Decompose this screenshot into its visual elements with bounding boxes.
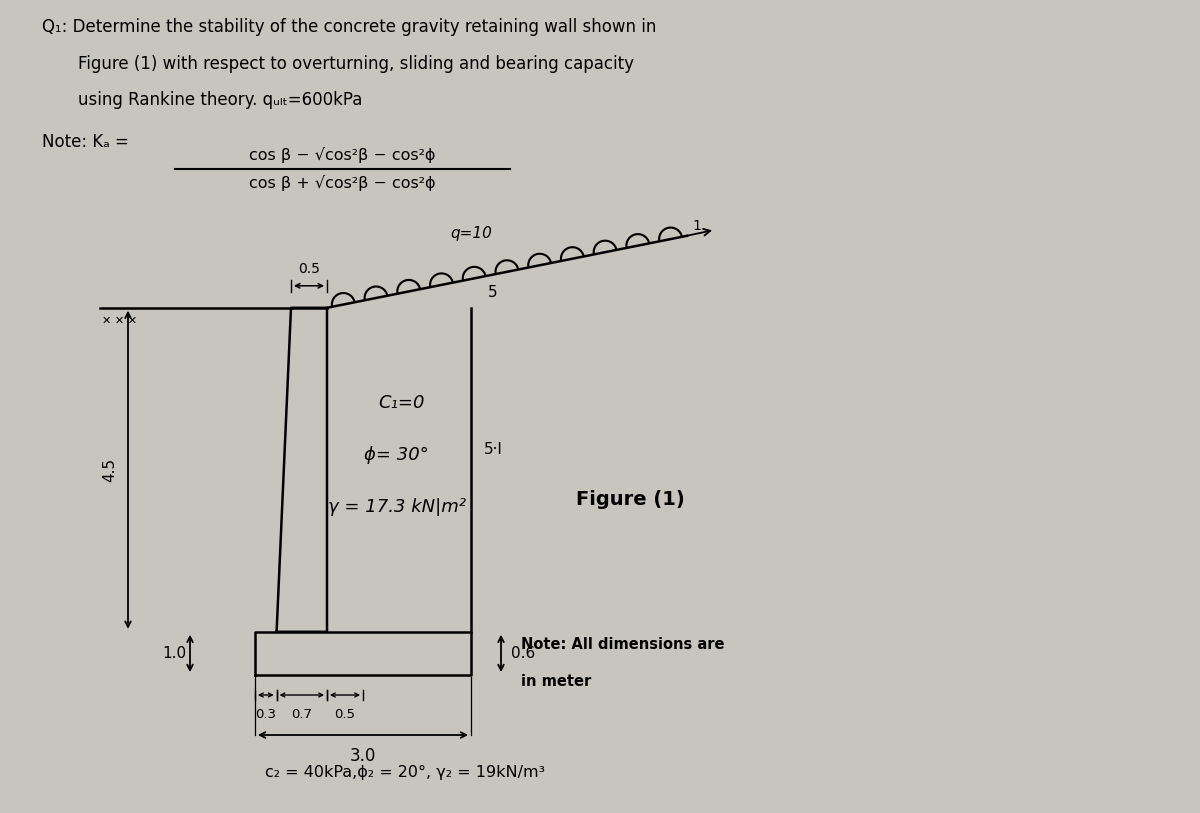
Text: ✕ ✕ ✕: ✕ ✕ ✕ (102, 315, 137, 326)
Text: c₂ = 40kPa,ϕ₂ = 20°, γ₂ = 19kN/m³: c₂ = 40kPa,ϕ₂ = 20°, γ₂ = 19kN/m³ (265, 765, 545, 780)
Text: γ = 17.3 kN|m²: γ = 17.3 kN|m² (328, 498, 466, 515)
Text: Figure (1): Figure (1) (576, 490, 685, 509)
Text: 5·l: 5·l (484, 442, 503, 457)
Text: 0.6: 0.6 (511, 646, 535, 661)
Text: 1.0: 1.0 (162, 646, 186, 661)
Text: C₁=0: C₁=0 (378, 393, 425, 412)
Text: 4.5: 4.5 (102, 458, 118, 482)
Text: cos β − √cos²β − cos²ϕ: cos β − √cos²β − cos²ϕ (250, 147, 436, 163)
Text: q=10: q=10 (450, 226, 492, 241)
Text: Note: Kₐ =: Note: Kₐ = (42, 133, 128, 151)
Text: 0.3: 0.3 (256, 708, 276, 721)
Text: 5: 5 (487, 285, 498, 300)
Text: 3.0: 3.0 (350, 747, 376, 765)
Text: 0.5: 0.5 (335, 708, 355, 721)
Text: ϕ= 30°: ϕ= 30° (365, 446, 430, 463)
Text: cos β + √cos²β − cos²ϕ: cos β + √cos²β − cos²ϕ (250, 175, 436, 191)
Text: Note: All dimensions are: Note: All dimensions are (521, 637, 725, 652)
Text: Q₁: Determine the stability of the concrete gravity retaining wall shown in: Q₁: Determine the stability of the concr… (42, 18, 656, 36)
Text: using Rankine theory. qᵤₗₜ=600kPa: using Rankine theory. qᵤₗₜ=600kPa (78, 91, 362, 109)
Text: 0.7: 0.7 (292, 708, 312, 721)
Text: 0.5: 0.5 (298, 262, 320, 276)
Text: 1: 1 (692, 219, 701, 233)
Text: in meter: in meter (521, 674, 592, 689)
Text: Figure (1) with respect to overturning, sliding and bearing capacity: Figure (1) with respect to overturning, … (78, 55, 634, 73)
